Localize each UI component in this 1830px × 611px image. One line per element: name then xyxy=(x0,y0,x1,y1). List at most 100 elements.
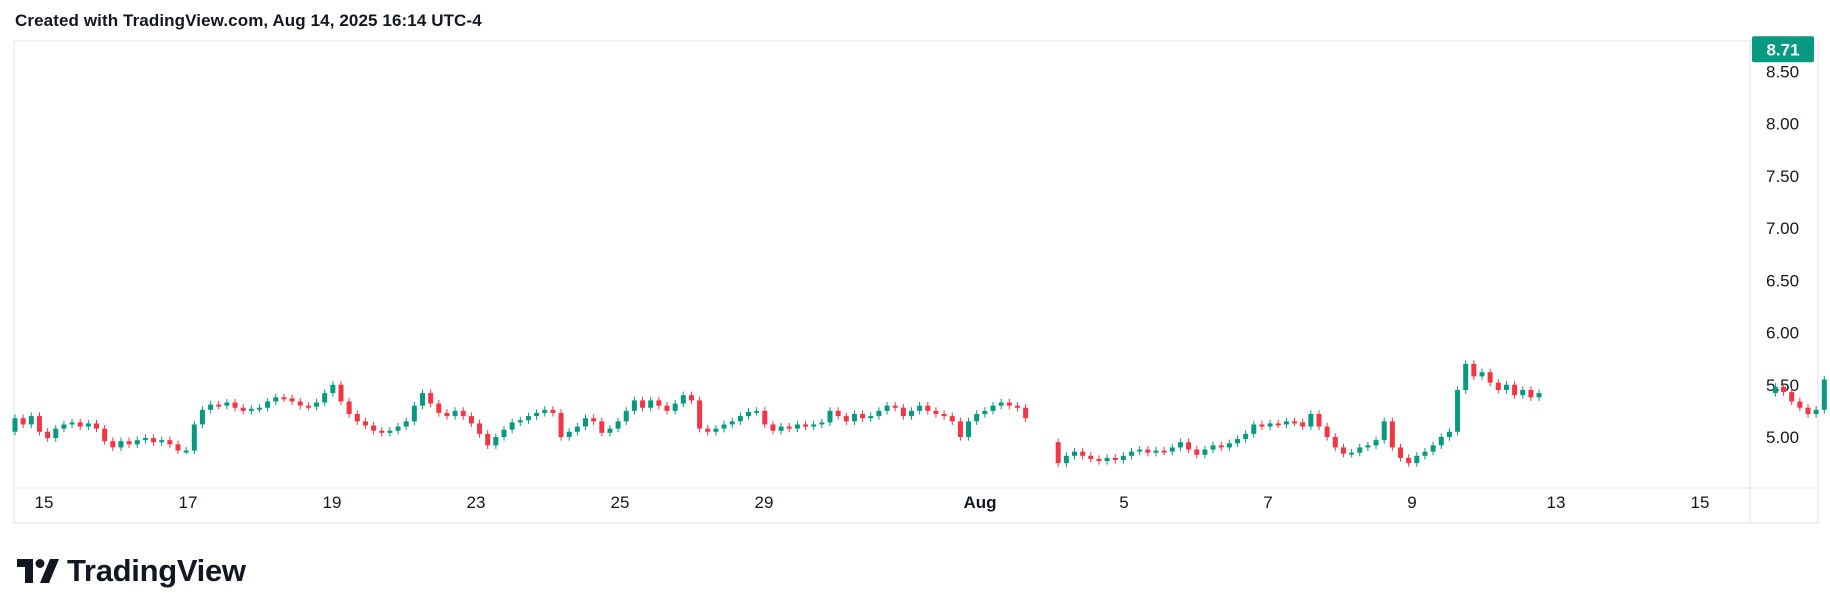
candle xyxy=(216,404,222,407)
candle xyxy=(485,433,491,446)
candle xyxy=(860,414,866,419)
candle xyxy=(892,405,898,408)
candle xyxy=(1772,386,1778,394)
candle xyxy=(664,405,670,411)
candle xyxy=(1512,384,1518,396)
candle xyxy=(631,400,637,411)
candle xyxy=(623,410,629,422)
candle xyxy=(1218,445,1224,448)
candle xyxy=(1300,422,1306,427)
candle xyxy=(1316,414,1322,427)
candle xyxy=(974,414,980,422)
candle xyxy=(134,440,140,445)
candle xyxy=(142,438,148,441)
candle xyxy=(990,405,996,411)
x-tick-label: 15 xyxy=(1691,493,1710,512)
candle xyxy=(1153,450,1159,453)
candle xyxy=(354,414,360,422)
last-price-label: 8.71 xyxy=(1766,40,1799,59)
candle xyxy=(1422,451,1428,456)
candle xyxy=(509,422,515,430)
candle xyxy=(428,393,434,404)
candle xyxy=(786,426,792,429)
candle xyxy=(1235,439,1240,444)
candle xyxy=(1072,451,1077,456)
candle xyxy=(1781,386,1787,393)
candle xyxy=(77,422,83,427)
candle xyxy=(1487,372,1493,383)
candle xyxy=(477,423,483,434)
candle xyxy=(1813,409,1819,415)
candle xyxy=(191,424,197,451)
candle xyxy=(746,411,751,417)
candle xyxy=(346,401,352,415)
candle xyxy=(1161,450,1167,453)
candle xyxy=(982,410,988,415)
candle xyxy=(599,421,605,433)
candle xyxy=(297,401,303,406)
candle xyxy=(53,428,59,439)
candle xyxy=(827,410,833,423)
candle xyxy=(843,416,849,422)
y-tick-label: 6.50 xyxy=(1766,271,1799,290)
candle xyxy=(493,437,499,446)
candle xyxy=(232,402,238,408)
candle xyxy=(224,402,230,406)
candle xyxy=(501,429,507,437)
candle xyxy=(1520,389,1526,396)
candle xyxy=(966,421,972,437)
candle xyxy=(1014,405,1020,408)
candle xyxy=(1308,414,1314,427)
candle xyxy=(933,410,939,415)
candle xyxy=(1797,401,1803,408)
x-tick-label: 17 xyxy=(179,493,198,512)
candle xyxy=(697,400,703,429)
x-tick-label: 25 xyxy=(611,493,630,512)
candle xyxy=(1349,452,1355,455)
candle xyxy=(713,428,719,432)
candle xyxy=(395,426,401,431)
candle xyxy=(273,397,279,402)
candle xyxy=(175,444,181,451)
candle xyxy=(20,418,26,425)
candle xyxy=(909,410,914,417)
candle xyxy=(1251,424,1257,434)
candle xyxy=(362,421,368,426)
candle xyxy=(1145,449,1151,453)
tradingview-logo[interactable]: TradingView xyxy=(17,553,246,589)
candle xyxy=(208,404,214,410)
candle xyxy=(1259,424,1265,427)
candle xyxy=(1080,451,1086,456)
candle xyxy=(566,431,572,437)
candle xyxy=(1821,379,1827,410)
y-tick-label: 6.00 xyxy=(1766,324,1799,343)
candle xyxy=(868,416,874,419)
candle xyxy=(1357,447,1363,453)
candle xyxy=(1373,440,1379,446)
candle xyxy=(705,428,711,432)
candle xyxy=(118,441,124,448)
candle xyxy=(729,421,735,425)
candle xyxy=(534,412,540,417)
candle xyxy=(1536,393,1542,398)
candle xyxy=(420,393,425,406)
candle xyxy=(1112,457,1118,460)
candle xyxy=(754,410,760,413)
candle xyxy=(925,405,931,411)
candle xyxy=(1438,437,1444,446)
candle xyxy=(558,412,564,437)
candle xyxy=(876,410,882,417)
x-tick-label: 23 xyxy=(467,493,486,512)
x-tick-label: 9 xyxy=(1407,493,1416,512)
candle xyxy=(1055,442,1061,464)
candle xyxy=(85,423,91,427)
candle xyxy=(900,407,906,417)
x-tick-label: 19 xyxy=(323,493,342,512)
candle xyxy=(1243,433,1249,440)
x-tick-label: 13 xyxy=(1547,493,1566,512)
candle xyxy=(1006,402,1012,406)
candle xyxy=(159,440,165,443)
candle xyxy=(1104,457,1110,462)
candle xyxy=(1332,437,1338,448)
